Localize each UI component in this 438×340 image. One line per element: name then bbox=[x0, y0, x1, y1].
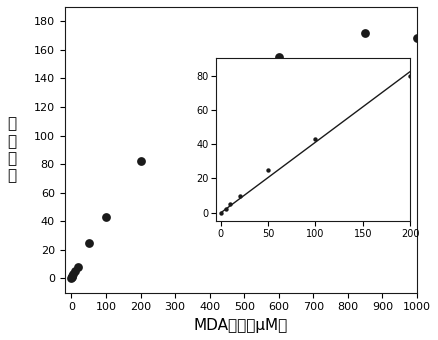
X-axis label: MDA浓度（μM）: MDA浓度（μM） bbox=[194, 318, 288, 333]
Point bbox=[276, 54, 283, 60]
Point bbox=[413, 36, 420, 41]
Point bbox=[137, 158, 144, 164]
Point bbox=[75, 264, 82, 270]
Point bbox=[71, 269, 78, 274]
Y-axis label: 荧
光
强
度: 荧 光 强 度 bbox=[7, 116, 16, 184]
Point bbox=[362, 30, 369, 35]
Point bbox=[68, 276, 75, 281]
Point bbox=[223, 90, 230, 96]
Point bbox=[68, 274, 75, 280]
Point bbox=[70, 271, 77, 277]
Point bbox=[85, 240, 92, 245]
Point bbox=[102, 214, 110, 220]
Point bbox=[69, 273, 76, 278]
